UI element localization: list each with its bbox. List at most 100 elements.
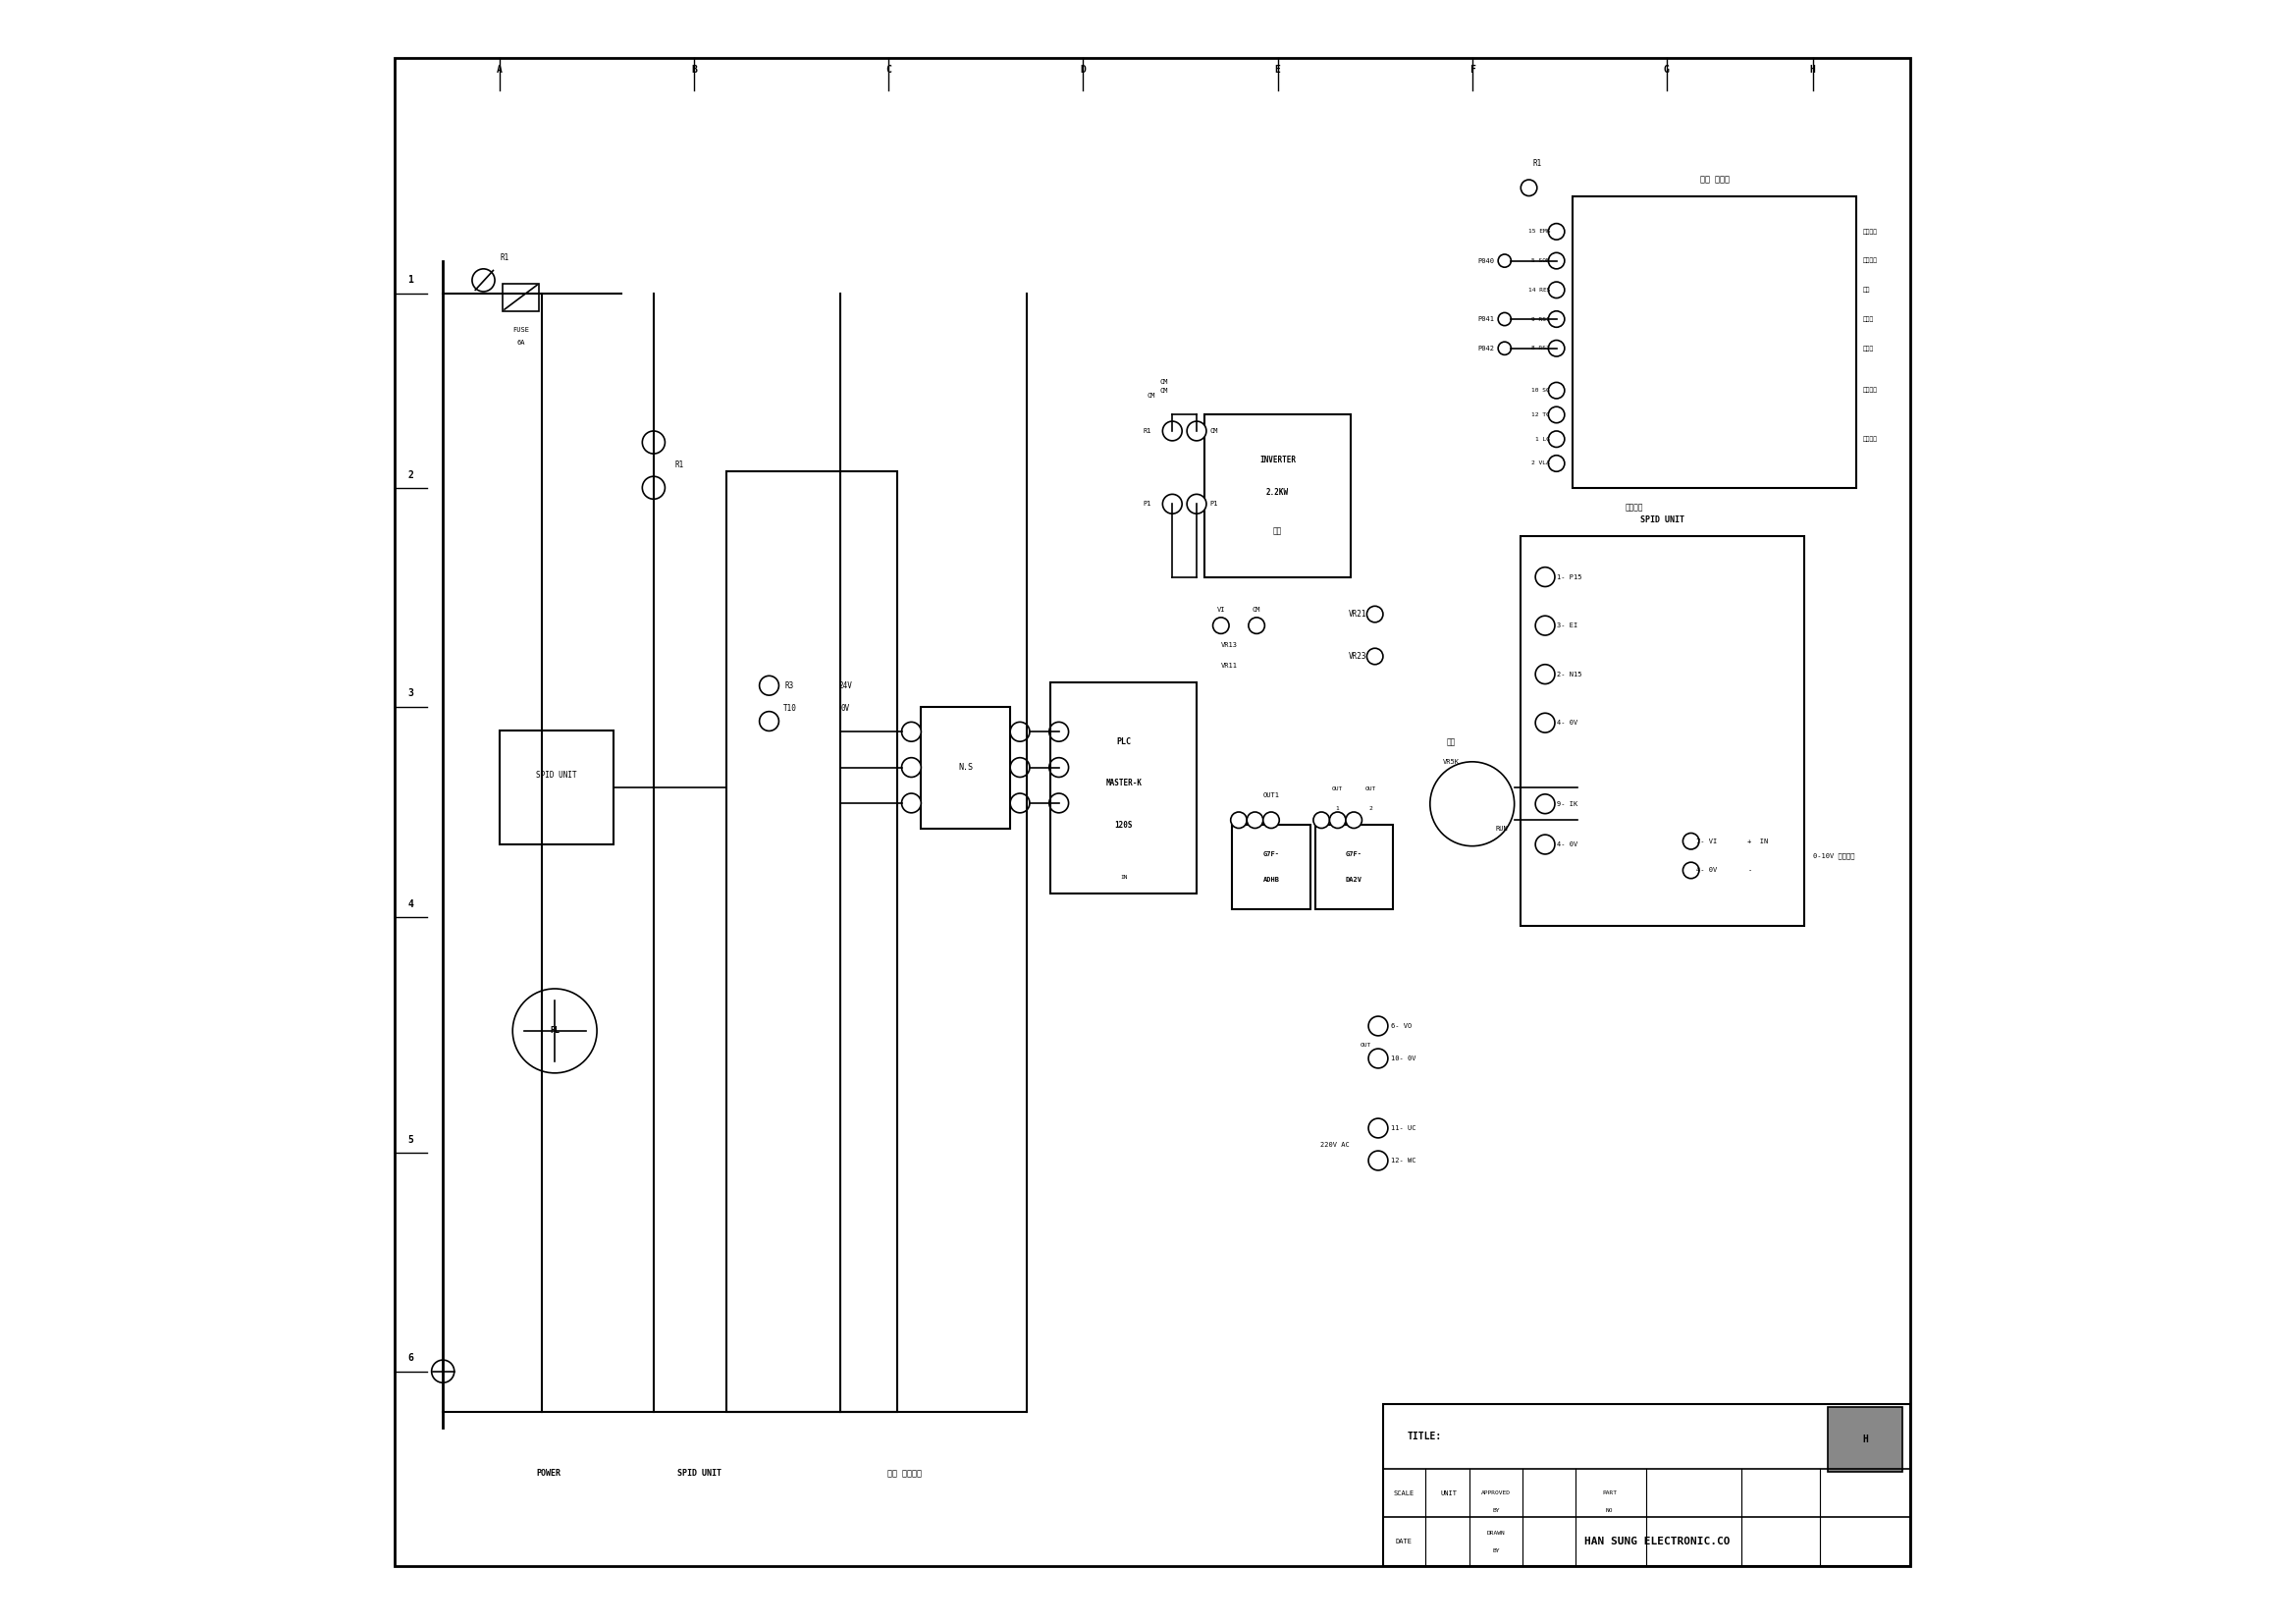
Text: SPID UNIT: SPID UNIT <box>1642 516 1685 525</box>
Text: VR13: VR13 <box>1221 641 1238 648</box>
Circle shape <box>643 476 666 499</box>
Text: CM: CM <box>1251 606 1261 612</box>
Text: 0-10V 외부입력: 0-10V 외부입력 <box>1812 853 1855 859</box>
Text: N.S: N.S <box>957 763 974 771</box>
Circle shape <box>1536 713 1554 732</box>
Text: 1: 1 <box>1334 806 1339 812</box>
Circle shape <box>1187 421 1205 440</box>
Bar <box>1052 682 1196 893</box>
Text: 0V: 0V <box>840 703 850 713</box>
Circle shape <box>1247 812 1263 828</box>
Text: 6- VO: 6- VO <box>1391 1023 1412 1030</box>
Circle shape <box>1548 430 1564 447</box>
Text: BY: BY <box>1492 1509 1499 1514</box>
Text: R1: R1 <box>1531 159 1541 167</box>
Text: R3: R3 <box>785 680 794 690</box>
Text: 7- VI: 7- VI <box>1697 838 1717 844</box>
Text: 3: 3 <box>409 689 413 698</box>
Text: 역방향: 역방향 <box>1862 346 1874 351</box>
Text: NO: NO <box>1605 1509 1614 1514</box>
Text: 정방향: 정방향 <box>1862 317 1874 322</box>
Text: 10- 0V: 10- 0V <box>1391 1056 1417 1062</box>
Circle shape <box>1368 1119 1387 1138</box>
Circle shape <box>1345 812 1362 828</box>
Text: 환위: 환위 <box>1272 528 1281 536</box>
Circle shape <box>1497 255 1511 268</box>
Text: 5 SON: 5 SON <box>1531 258 1550 263</box>
Circle shape <box>1520 180 1536 197</box>
Text: VR21: VR21 <box>1348 609 1366 619</box>
Text: +  IN: + IN <box>1747 838 1768 844</box>
Text: G7F-: G7F- <box>1345 851 1362 857</box>
Circle shape <box>1368 1151 1387 1171</box>
Text: 6: 6 <box>409 1353 413 1363</box>
Text: 4- 0V: 4- 0V <box>1557 719 1577 726</box>
Circle shape <box>1548 455 1564 471</box>
Text: 120S: 120S <box>1114 822 1132 830</box>
Text: H: H <box>1862 1434 1869 1444</box>
Text: SPID UNIT: SPID UNIT <box>677 1470 721 1478</box>
Circle shape <box>1548 312 1564 328</box>
Text: 서보 콘트라: 서보 콘트라 <box>1699 175 1729 184</box>
Text: 속도지령: 속도지령 <box>1862 437 1878 442</box>
Text: 15 EMG: 15 EMG <box>1527 229 1550 234</box>
Text: 리셋: 리셋 <box>1862 287 1871 292</box>
Circle shape <box>432 1359 455 1382</box>
Text: 24V: 24V <box>838 680 852 690</box>
Text: 4- 0V: 4- 0V <box>1557 841 1577 848</box>
Text: 3- EI: 3- EI <box>1557 622 1577 628</box>
Circle shape <box>1548 382 1564 398</box>
Text: P040: P040 <box>1479 258 1495 263</box>
Circle shape <box>1536 567 1554 586</box>
Text: APPROVED: APPROVED <box>1481 1491 1511 1496</box>
Circle shape <box>1497 313 1511 326</box>
Circle shape <box>1049 723 1068 742</box>
Text: 14 RES: 14 RES <box>1527 287 1550 292</box>
Text: 9 RS1: 9 RS1 <box>1531 317 1550 322</box>
Circle shape <box>1548 253 1564 270</box>
Text: PART: PART <box>1603 1491 1616 1496</box>
Text: DA2V: DA2V <box>1345 877 1362 883</box>
Text: 포테바사: 포테바사 <box>1626 503 1644 512</box>
Bar <box>1828 1406 1901 1471</box>
Text: RUN: RUN <box>1495 825 1508 831</box>
Text: P1: P1 <box>1210 502 1217 507</box>
Circle shape <box>1212 617 1228 633</box>
Bar <box>1382 1403 1910 1566</box>
Text: 2.2KW: 2.2KW <box>1267 489 1288 497</box>
Text: 12 TC: 12 TC <box>1531 412 1550 417</box>
Circle shape <box>1430 762 1515 846</box>
Text: 12- WC: 12- WC <box>1391 1158 1417 1163</box>
Text: OUT1: OUT1 <box>1263 793 1279 799</box>
Text: H: H <box>1809 65 1816 75</box>
Circle shape <box>1536 615 1554 635</box>
Bar <box>921 706 1010 828</box>
Circle shape <box>1329 812 1345 828</box>
Circle shape <box>902 723 921 742</box>
Text: 6A: 6A <box>517 339 526 346</box>
Text: E: E <box>1274 65 1281 75</box>
Text: 2 VLA: 2 VLA <box>1531 461 1550 466</box>
Text: 비상정지: 비상정지 <box>1862 229 1878 234</box>
Bar <box>1316 825 1394 909</box>
Text: UNIT: UNIT <box>1440 1489 1458 1496</box>
Text: R1: R1 <box>1143 429 1150 434</box>
Circle shape <box>512 989 597 1073</box>
Text: 2: 2 <box>1368 806 1373 812</box>
Text: T10: T10 <box>783 703 797 713</box>
Text: OUT: OUT <box>1366 788 1378 793</box>
Text: 서보온진: 서보온진 <box>1862 258 1878 263</box>
Text: OUT: OUT <box>1332 788 1343 793</box>
Circle shape <box>1536 835 1554 854</box>
Text: CM: CM <box>1159 388 1169 393</box>
Circle shape <box>1366 606 1382 622</box>
Circle shape <box>1313 812 1329 828</box>
Text: 10 SG: 10 SG <box>1531 388 1550 393</box>
Text: POWER: POWER <box>535 1470 560 1478</box>
Text: DRAWN: DRAWN <box>1488 1531 1506 1536</box>
Circle shape <box>1548 283 1564 299</box>
Text: 파웈 커플러이: 파웈 커플러이 <box>889 1470 923 1478</box>
Text: BY: BY <box>1492 1549 1499 1554</box>
Circle shape <box>1683 862 1699 879</box>
Text: 4: 4 <box>409 900 413 909</box>
